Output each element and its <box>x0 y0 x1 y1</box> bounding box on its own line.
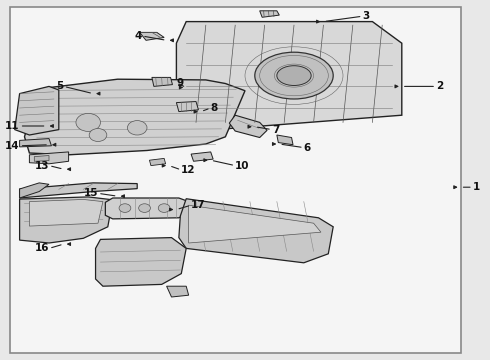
Circle shape <box>119 204 131 212</box>
Polygon shape <box>176 102 198 112</box>
Text: 5: 5 <box>56 81 64 91</box>
Polygon shape <box>20 139 51 147</box>
Polygon shape <box>179 199 333 263</box>
Polygon shape <box>149 158 166 166</box>
Polygon shape <box>229 115 267 138</box>
Circle shape <box>89 129 107 141</box>
Text: 4: 4 <box>135 31 142 41</box>
Text: 1: 1 <box>473 182 480 192</box>
Polygon shape <box>176 22 402 130</box>
Text: 6: 6 <box>304 143 311 153</box>
Text: 14: 14 <box>5 141 20 151</box>
Polygon shape <box>15 86 59 135</box>
Text: 12: 12 <box>181 165 196 175</box>
Ellipse shape <box>255 52 333 99</box>
Text: 8: 8 <box>211 103 218 113</box>
Circle shape <box>139 204 150 212</box>
Text: 11: 11 <box>5 121 20 131</box>
Text: 16: 16 <box>34 243 49 253</box>
Polygon shape <box>277 135 293 145</box>
Circle shape <box>127 121 147 135</box>
Polygon shape <box>105 198 189 219</box>
Text: 13: 13 <box>34 161 49 171</box>
Polygon shape <box>152 77 172 86</box>
Polygon shape <box>29 199 103 226</box>
Polygon shape <box>189 205 321 243</box>
FancyBboxPatch shape <box>10 7 461 353</box>
Text: 7: 7 <box>272 125 279 135</box>
Polygon shape <box>140 32 164 40</box>
Circle shape <box>76 113 100 131</box>
Polygon shape <box>167 286 189 297</box>
Polygon shape <box>96 238 186 286</box>
Text: 3: 3 <box>363 11 370 21</box>
Text: 2: 2 <box>436 81 443 91</box>
Polygon shape <box>34 156 49 161</box>
Text: 10: 10 <box>235 161 250 171</box>
Text: 17: 17 <box>191 200 206 210</box>
Circle shape <box>158 204 170 212</box>
Polygon shape <box>20 183 49 198</box>
Polygon shape <box>20 197 113 243</box>
Polygon shape <box>29 152 69 164</box>
Polygon shape <box>20 183 137 198</box>
Ellipse shape <box>277 66 311 85</box>
Text: 15: 15 <box>83 188 98 198</box>
Polygon shape <box>191 152 213 161</box>
Text: 9: 9 <box>176 78 184 88</box>
Polygon shape <box>260 11 279 17</box>
Polygon shape <box>24 79 245 155</box>
